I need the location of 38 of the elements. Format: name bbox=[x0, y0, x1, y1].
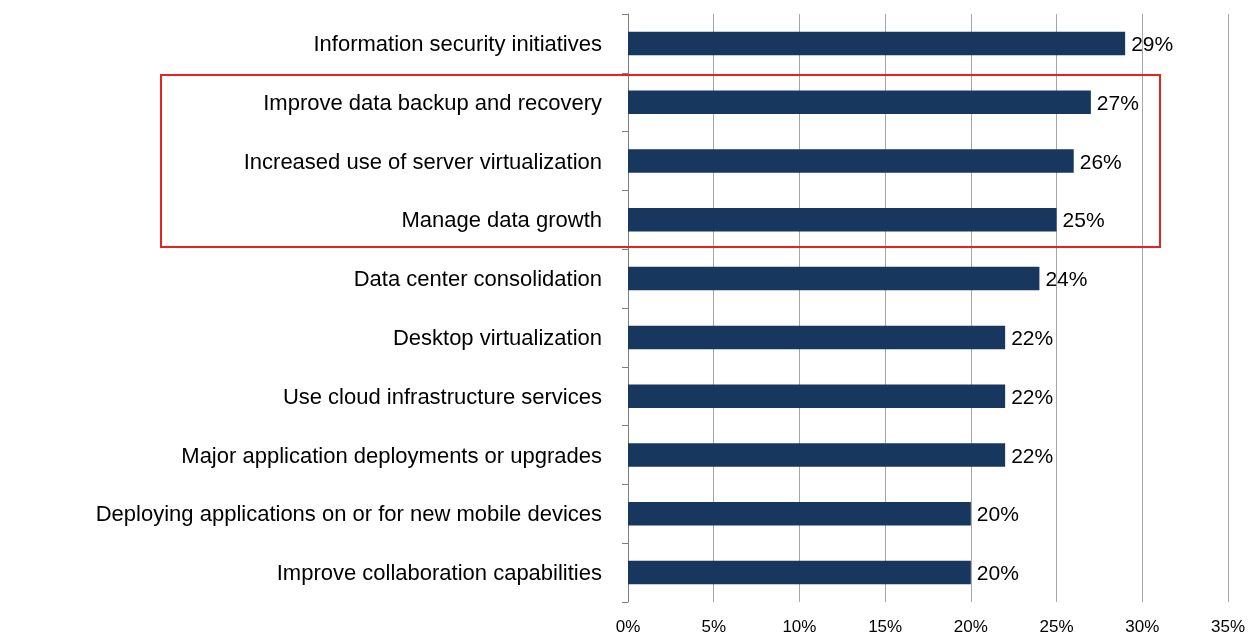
data-label: 27% bbox=[1096, 90, 1139, 114]
y-tick-label: Use cloud infrastructure services bbox=[282, 383, 602, 409]
data-label: 20% bbox=[976, 502, 1019, 526]
x-tick-label: 0% bbox=[615, 617, 641, 636]
y-tick-label: Desktop virtualization bbox=[392, 324, 602, 350]
x-tick-label: 20% bbox=[953, 617, 988, 636]
data-label: 26% bbox=[1079, 149, 1122, 173]
data-label: 20% bbox=[976, 561, 1019, 585]
x-tick-label: 25% bbox=[1039, 617, 1074, 636]
bar bbox=[628, 90, 1091, 114]
bar bbox=[628, 325, 1006, 350]
x-tick-label: 15% bbox=[868, 617, 903, 636]
y-tick-label: Manage data growth bbox=[401, 207, 602, 233]
y-tick-label: Increased use of server virtualization bbox=[243, 148, 602, 174]
x-tick-label: 30% bbox=[1125, 617, 1160, 636]
bar bbox=[628, 560, 971, 585]
data-label: 25% bbox=[1062, 208, 1105, 232]
bar bbox=[628, 443, 1006, 467]
y-tick-label: Deploying applications on or for new mobile devices bbox=[95, 501, 602, 527]
y-tick-label: Information security initiatives bbox=[313, 30, 602, 56]
bar bbox=[628, 266, 1040, 291]
x-tick-label: 35% bbox=[1210, 617, 1246, 636]
data-label: 29% bbox=[1131, 31, 1174, 55]
y-tick-label: Data center consolidation bbox=[353, 266, 602, 292]
x-tick-label: 10% bbox=[782, 617, 817, 636]
data-label: 22% bbox=[1011, 384, 1054, 408]
x-tick-label: 5% bbox=[701, 617, 726, 636]
bar bbox=[628, 208, 1057, 232]
y-tick-label: Major application deployments or upgrades bbox=[181, 442, 602, 468]
bar bbox=[628, 502, 971, 526]
bar bbox=[628, 31, 1126, 56]
bar bbox=[628, 384, 1006, 408]
data-label: 24% bbox=[1045, 267, 1088, 291]
bar bbox=[628, 149, 1074, 173]
y-tick-label: Improve data backup and recovery bbox=[263, 89, 602, 115]
data-label: 22% bbox=[1011, 443, 1054, 467]
y-tick-label: Improve collaboration capabilities bbox=[276, 560, 602, 586]
data-label: 22% bbox=[1011, 325, 1054, 349]
